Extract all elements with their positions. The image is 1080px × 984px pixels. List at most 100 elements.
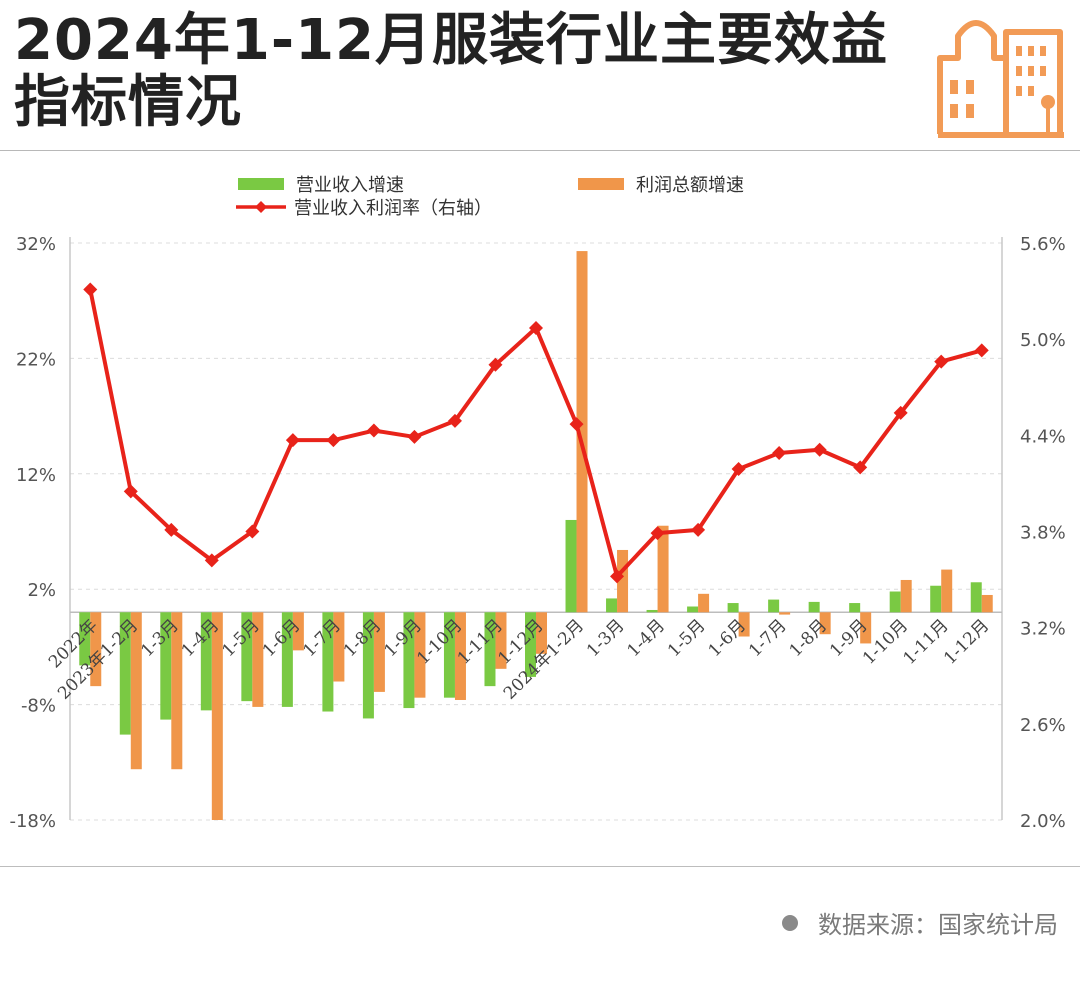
y-right-tick-label: 2.6%	[1020, 715, 1066, 736]
profit-margin-point	[164, 522, 179, 537]
revenue-growth-bar	[727, 603, 739, 613]
y-left-tick-label: 32%	[16, 234, 56, 255]
revenue-growth-bar	[606, 598, 618, 613]
profit-growth-bar	[860, 612, 872, 644]
revenue-growth-bar	[281, 612, 293, 707]
revenue-growth-bar	[443, 612, 455, 698]
revenue-growth-bar	[200, 612, 212, 711]
profit-growth-bar	[819, 612, 831, 635]
data-source: 数据来源：国家统计局	[782, 905, 1058, 940]
x-tick-label: 1-3月	[583, 616, 629, 662]
profit-growth-bar	[252, 612, 264, 707]
profit-margin-point	[83, 282, 98, 297]
profit-margin-point	[934, 354, 949, 369]
y-right-tick-label: 3.2%	[1020, 619, 1066, 640]
y-left-tick-label: 22%	[16, 349, 56, 370]
profit-growth-bar	[292, 612, 304, 651]
revenue-growth-bar	[970, 582, 982, 613]
profit-margin-point	[974, 343, 989, 358]
profit-margin-point	[853, 460, 868, 475]
x-tick-label: 1-12月	[940, 616, 993, 669]
revenue-growth-bar	[362, 612, 374, 719]
revenue-growth-bar	[808, 601, 820, 613]
profit-margin-point	[893, 405, 908, 420]
profit-growth-bar	[576, 251, 588, 613]
revenue-growth-bar	[241, 612, 253, 702]
footer-divider	[0, 866, 1080, 867]
header-divider	[0, 150, 1080, 151]
revenue-growth-bar	[322, 612, 334, 712]
profit-growth-bar	[211, 612, 223, 820]
revenue-growth-bar	[79, 612, 91, 666]
y-right-tick-label: 2.0%	[1020, 811, 1066, 832]
x-tick-label: 1-5月	[664, 616, 710, 662]
profit-growth-bar	[171, 612, 183, 770]
profit-margin-point	[447, 413, 462, 428]
profit-growth-bar	[738, 612, 750, 637]
profit-growth-bar	[698, 593, 710, 613]
profit-margin-point	[731, 461, 746, 476]
profit-growth-bar	[779, 612, 791, 615]
revenue-growth-bar	[768, 599, 780, 613]
profit-margin-point	[772, 445, 787, 460]
legend-profit-label: 利润总额增速	[636, 175, 744, 196]
city-buildings-icon	[937, 20, 1064, 138]
revenue-growth-bar	[525, 612, 536, 677]
x-tick-label: 1-11月	[900, 616, 953, 669]
y-left-tick-label: -8%	[21, 696, 56, 717]
dot-icon	[782, 914, 798, 931]
page-title: 2024年1-12月服装行业主要效益指标情况	[14, 8, 888, 135]
profit-margin-point	[488, 357, 503, 372]
revenue-growth-bar	[889, 591, 901, 613]
revenue-growth-bar	[484, 612, 496, 687]
profit-growth-bar	[373, 612, 385, 692]
revenue-growth-bar	[565, 519, 577, 613]
legend-revenue-swatch	[238, 178, 284, 190]
y-left-tick-label: 12%	[16, 465, 56, 486]
x-tick-label: 1-4月	[624, 616, 670, 662]
profit-growth-bar	[130, 612, 142, 770]
profit-growth-bar	[981, 594, 993, 613]
legend-margin-marker	[255, 201, 267, 213]
profit-margin-point	[326, 433, 341, 448]
profit-margin-point	[691, 522, 706, 537]
profit-margin-point	[123, 484, 138, 499]
profit-margin-point	[812, 442, 827, 457]
revenue-growth-bar	[646, 609, 658, 613]
profit-margin-point	[569, 417, 584, 432]
profit-margin-point	[529, 320, 543, 335]
profit-growth-bar	[617, 549, 629, 613]
y-right-tick-label: 5.6%	[1020, 234, 1066, 255]
source-text: 数据来源：国家统计局	[818, 911, 1058, 939]
revenue-growth-bar	[930, 585, 942, 613]
profit-margin-point	[366, 423, 381, 438]
profit-growth-bar	[333, 612, 345, 682]
y-right-tick-label: 5.0%	[1020, 330, 1066, 351]
profit-growth-bar	[657, 525, 669, 613]
profit-growth-bar	[90, 612, 102, 687]
y-right-tick-label: 4.4%	[1020, 426, 1066, 447]
profit-growth-bar	[536, 612, 547, 654]
profit-growth-bar	[495, 612, 507, 669]
profit-growth-bar	[941, 569, 953, 613]
profit-margin-point	[610, 569, 625, 584]
profit-margin-point	[285, 433, 300, 448]
y-right-tick-label: 3.8%	[1020, 523, 1066, 544]
y-left-tick-label: -18%	[9, 811, 56, 832]
profit-growth-bar	[900, 579, 912, 613]
y-left-tick-label: 2%	[27, 580, 56, 601]
profit-margin-point	[204, 553, 219, 568]
revenue-growth-bar	[849, 603, 861, 613]
legend-revenue-label: 营业收入增速	[296, 175, 404, 196]
revenue-growth-bar	[160, 612, 172, 720]
revenue-growth-bar	[119, 612, 131, 735]
legend-profit-swatch	[578, 178, 624, 190]
x-tick-label: 1-7月	[745, 616, 791, 662]
profit-growth-bar	[414, 612, 426, 698]
profit-growth-bar	[454, 612, 466, 700]
profit-margin-point	[650, 526, 665, 541]
profit-margin-point	[245, 524, 260, 539]
revenue-growth-bar	[687, 606, 699, 613]
revenue-growth-bar	[403, 612, 415, 709]
